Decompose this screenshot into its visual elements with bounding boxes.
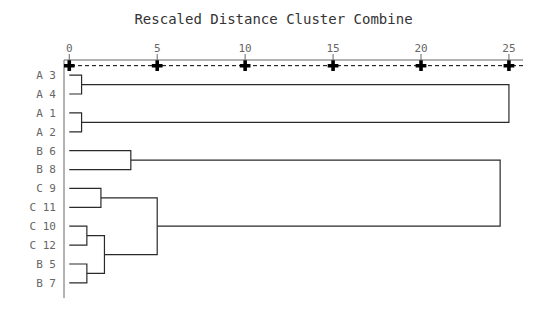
svg-text:5: 5 xyxy=(154,42,161,55)
svg-text:C 11: C 11 xyxy=(30,201,57,214)
svg-text:B 6: B 6 xyxy=(36,145,56,158)
svg-text:C 10: C 10 xyxy=(30,220,57,233)
svg-text:C 12: C 12 xyxy=(30,239,57,252)
svg-text:0: 0 xyxy=(66,42,73,55)
svg-text:B 5: B 5 xyxy=(36,258,56,271)
svg-text:C 9: C 9 xyxy=(36,182,56,195)
svg-text:A 3: A 3 xyxy=(36,69,56,82)
svg-text:B 7: B 7 xyxy=(36,277,56,290)
svg-text:A 4: A 4 xyxy=(36,88,56,101)
svg-text:20: 20 xyxy=(414,42,427,55)
html-text:Rescaled Distance Cluster Comb: Rescaled Distance Cluster Combine xyxy=(134,11,413,27)
svg-text:B 8: B 8 xyxy=(36,163,56,176)
svg-text:A 1: A 1 xyxy=(36,107,56,120)
svg-text:25: 25 xyxy=(502,42,515,55)
svg-text:15: 15 xyxy=(326,42,339,55)
svg-text:10: 10 xyxy=(239,42,252,55)
svg-text:A 2: A 2 xyxy=(36,126,56,139)
